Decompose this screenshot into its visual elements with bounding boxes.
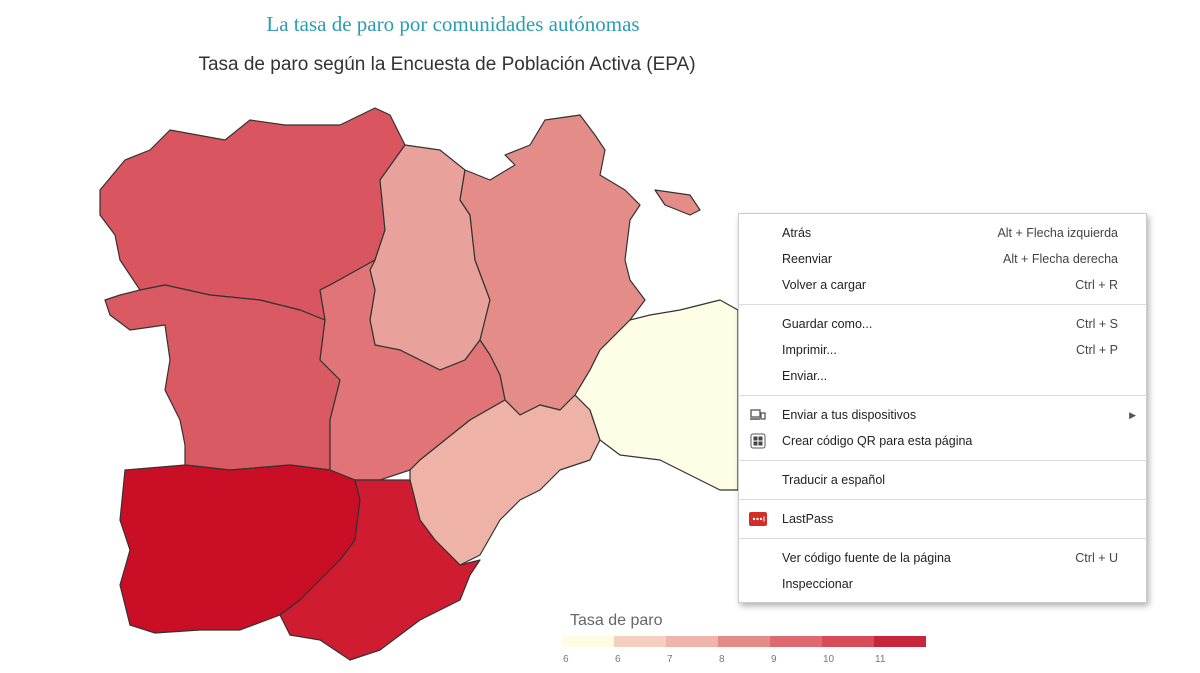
menu-item-label: Traducir a español — [782, 473, 886, 487]
menu-item-label: Inspeccionar — [782, 577, 853, 591]
submenu-arrow-icon: ▶ — [1129, 410, 1136, 420]
legend-swatch — [562, 636, 614, 647]
menu-item-shortcut: Alt + Flecha derecha — [1003, 252, 1118, 266]
legend-swatch — [770, 636, 822, 647]
menu-item-shortcut: Alt + Flecha izquierda — [997, 226, 1118, 240]
menu-separator — [739, 304, 1146, 305]
menu-item-label: LastPass — [782, 512, 834, 526]
menu-item-reenviar[interactable]: Reenviar Alt + Flecha derecha — [739, 246, 1146, 272]
menu-item-traducir-a-espanol[interactable]: Traducir a español — [739, 467, 1146, 493]
legend-swatch — [822, 636, 874, 647]
region[interactable] — [409, 394, 601, 566]
region[interactable] — [104, 284, 341, 471]
legend-label: 8 — [719, 654, 725, 665]
menu-item-label: Atrás — [782, 226, 812, 240]
context-menu: Atrás Alt + Flecha izquierda Reenviar Alt +… — [738, 213, 1147, 603]
legend-color-scale — [562, 636, 926, 647]
legend-swatch — [718, 636, 770, 647]
legend-label: 7 — [667, 654, 673, 665]
menu-item-label: Enviar a tus dispositivos — [782, 408, 917, 422]
menu-item-label: Guardar como... — [782, 317, 873, 331]
legend-label: 11 — [875, 654, 886, 665]
menu-separator — [739, 538, 1146, 539]
menu-item-enviar[interactable]: Enviar... — [739, 363, 1146, 389]
menu-separator — [739, 460, 1146, 461]
region[interactable] — [279, 479, 481, 661]
menu-item-shortcut: Ctrl + U — [1075, 551, 1118, 565]
menu-item-label: Volver a cargar — [782, 278, 867, 292]
legend-title: Tasa de paro — [570, 612, 663, 629]
legend-label: 6 — [615, 654, 621, 665]
legend-label: 10 — [823, 654, 835, 665]
menu-item-shortcut: Ctrl + S — [1075, 317, 1118, 331]
legend-swatch — [614, 636, 666, 647]
legend-label: 6 — [563, 654, 569, 665]
menu-separator — [739, 499, 1146, 500]
legend-swatch — [666, 636, 718, 647]
legend-label: 9 — [771, 654, 777, 665]
menu-item-crear-codigo-qr-para-esta-pagina[interactable]: Crear código QR para esta página — [739, 428, 1146, 454]
menu-item-label: Enviar... — [782, 369, 828, 383]
menu-item-inspeccionar[interactable]: Inspeccionar — [739, 571, 1146, 597]
menu-item-label: Crear código QR para esta página — [782, 434, 973, 448]
menu-item-shortcut: Ctrl + P — [1075, 343, 1118, 357]
menu-item-imprimir[interactable]: Imprimir... Ctrl + P — [739, 337, 1146, 363]
chart-title: La tasa de paro por comunidades autónoma… — [266, 12, 640, 36]
menu-separator — [739, 395, 1146, 396]
menu-item-lastpass[interactable]: LastPass — [739, 506, 1146, 532]
legend-swatch — [874, 636, 926, 647]
menu-item-ver-codigo-fuente-de-la-pagina[interactable]: Ver código fuente de la página Ctrl + U — [739, 545, 1146, 571]
menu-item-guardar-como[interactable]: Guardar como... Ctrl + S — [739, 311, 1146, 337]
menu-item-volver-a-cargar[interactable]: Volver a cargar Ctrl + R — [739, 272, 1146, 298]
menu-item-label: Ver código fuente de la página — [782, 551, 951, 565]
menu-item-label: Reenviar — [782, 252, 833, 266]
menu-item-label: Imprimir... — [782, 343, 837, 357]
menu-item-shortcut: Ctrl + R — [1075, 278, 1118, 292]
chart-subtitle: Tasa de paro según la Encuesta de Poblac… — [198, 54, 696, 75]
menu-item-enviar-a-tus-dispositivos[interactable]: Enviar a tus dispositivos ▶ — [739, 402, 1146, 428]
menu-item-atras[interactable]: Atrás Alt + Flecha izquierda — [739, 220, 1146, 246]
region-enclave[interactable] — [654, 189, 701, 216]
